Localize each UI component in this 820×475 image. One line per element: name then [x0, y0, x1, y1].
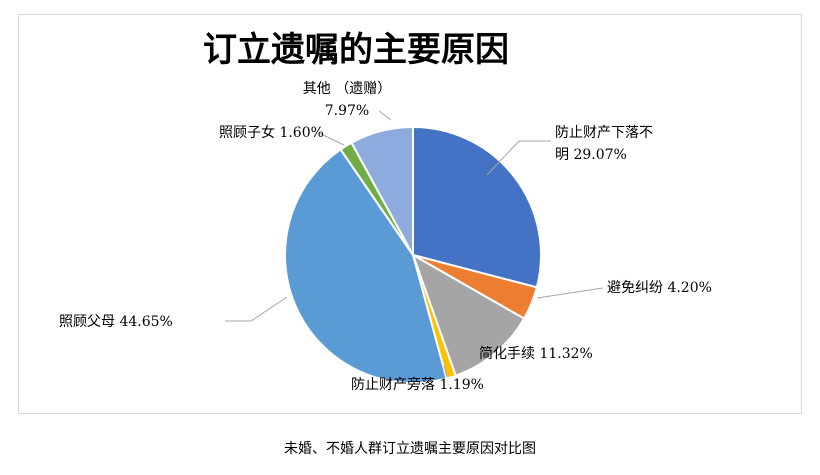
leader-line — [225, 296, 288, 322]
leader-line — [443, 364, 448, 378]
slice-label: 防止财产下落不 — [555, 125, 653, 141]
slice-label: 简化手续 11.32% — [479, 345, 593, 362]
slice-label: 7.97% — [325, 103, 369, 119]
leader-line — [480, 344, 490, 354]
slice-label: 防止财产旁落 1.19% — [351, 376, 484, 393]
leader-line — [318, 132, 345, 146]
chart-title: 订立遗嘱的主要原因 — [203, 30, 509, 70]
slice-label: 避免纠纷 4.20% — [607, 280, 712, 296]
pie-slice — [350, 125, 414, 256]
leader-line — [378, 110, 392, 121]
slice-label: 照顾父母 44.65% — [59, 314, 173, 330]
slice-label: 其他 （遗赠） — [303, 81, 391, 97]
slice-label: 明 29.07% — [555, 147, 627, 163]
pie-slice — [412, 125, 542, 289]
leader-line — [486, 140, 551, 176]
slice-label: 照顾子女 1.60% — [219, 124, 324, 141]
figure-caption: 未婚、不婚人群订立遗嘱主要原因对比图 — [284, 441, 536, 457]
pie-slice — [284, 148, 448, 384]
chart-frame: 订立遗嘱的主要原因 防止财产下落不明 29.07% 避免纠纷 4.20% 简化手续 … — [18, 14, 802, 414]
pie-slice — [411, 252, 526, 377]
pie-slices — [284, 125, 542, 384]
leader-lines — [225, 110, 604, 378]
leader-line — [536, 287, 604, 299]
